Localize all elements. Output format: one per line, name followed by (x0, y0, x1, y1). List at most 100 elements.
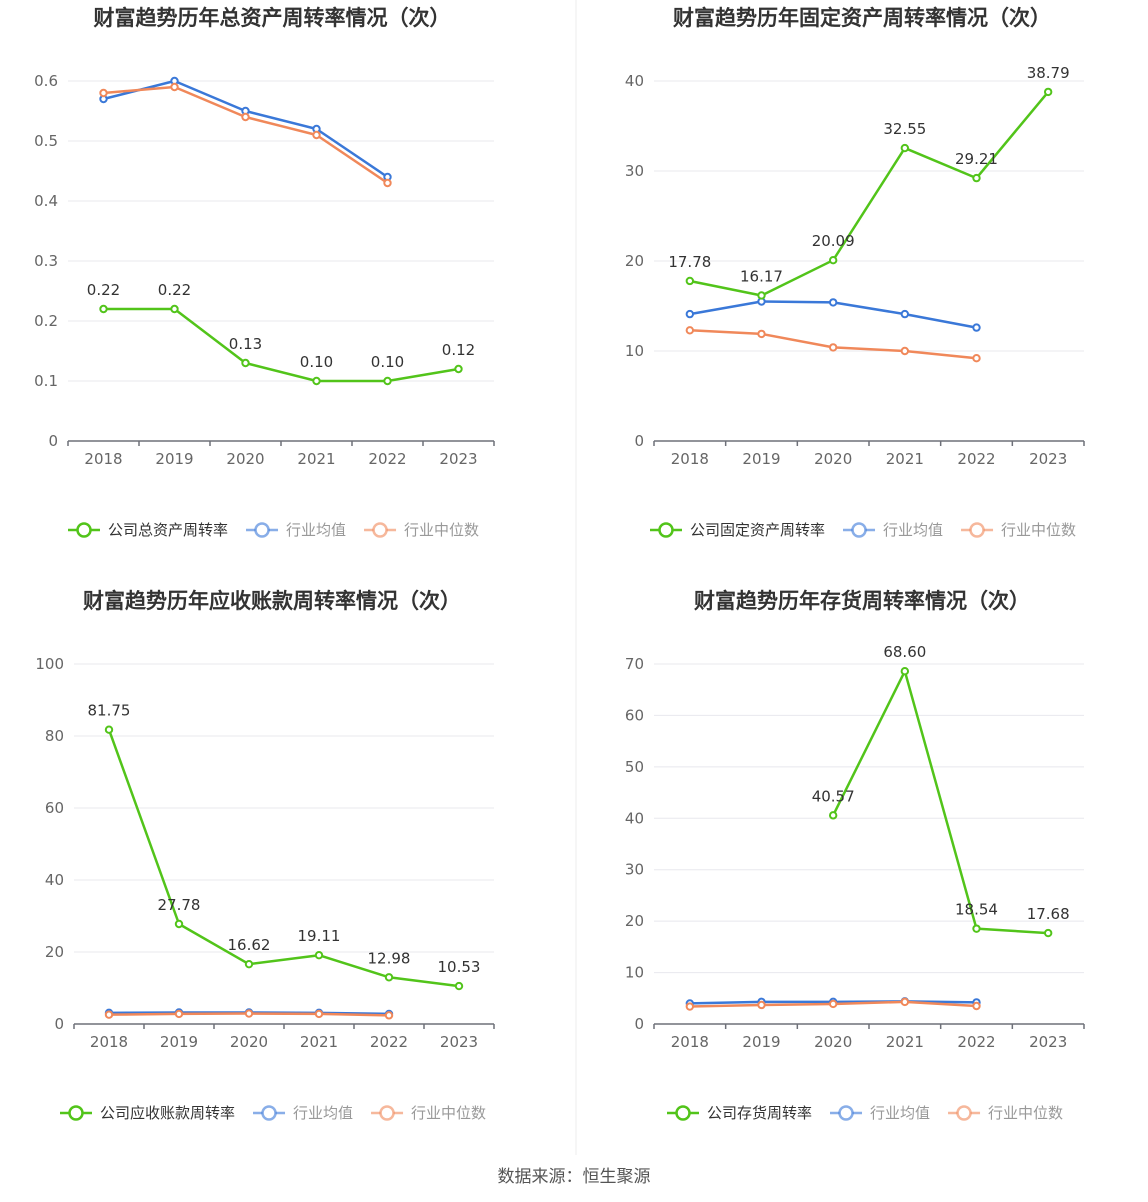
data-label: 16.62 (228, 936, 271, 954)
legend-marker-icon (675, 1105, 691, 1121)
data-point[interactable] (1043, 87, 1053, 97)
series-company: 17.78 16.17 20.09 32.55 29.21 38.79 (668, 64, 1070, 300)
x-tick-label: 2023 (1029, 1033, 1067, 1051)
data-label: 10.53 (438, 958, 481, 976)
legend-item-industry_median[interactable]: 行业中位数 (948, 1104, 1063, 1122)
x-tick-label: 2020 (230, 1033, 268, 1051)
data-point[interactable] (685, 1002, 695, 1011)
data-point[interactable] (972, 173, 981, 183)
data-point[interactable] (900, 309, 910, 319)
data-point[interactable] (174, 1009, 184, 1019)
data-point[interactable] (170, 304, 179, 314)
data-point[interactable] (757, 329, 766, 339)
data-point[interactable] (1043, 928, 1053, 938)
data-point[interactable] (454, 364, 463, 374)
legend-item-industry_median[interactable]: 行业中位数 (961, 521, 1076, 539)
data-point[interactable] (828, 255, 838, 265)
legend-item-company[interactable]: 公司固定资产周转率 (650, 521, 825, 539)
series-industry_median (685, 326, 981, 363)
legend-item-company[interactable]: 公司总资产周转率 (68, 521, 228, 539)
x-tick-label: 2023 (1029, 450, 1067, 468)
data-label: 32.55 (883, 120, 926, 138)
y-tick-label: 30 (625, 162, 644, 180)
data-point[interactable] (757, 1000, 766, 1010)
data-point[interactable] (99, 304, 108, 314)
y-tick-label: 30 (625, 861, 644, 879)
y-tick-label: 20 (625, 912, 644, 930)
data-point[interactable] (900, 667, 910, 676)
x-tick-label: 2022 (370, 1033, 408, 1051)
data-point[interactable] (828, 343, 838, 352)
series-line (103, 79, 389, 179)
data-point[interactable] (170, 82, 179, 92)
legend-item-industry_avg[interactable]: 行业均值 (830, 1104, 930, 1122)
data-point[interactable] (757, 291, 766, 300)
data-label: 0.10 (371, 353, 404, 371)
data-point[interactable] (383, 376, 392, 386)
data-point[interactable] (314, 951, 324, 960)
data-point[interactable] (244, 959, 254, 969)
legend-item-industry_avg[interactable]: 行业均值 (843, 521, 943, 539)
data-point[interactable] (685, 309, 695, 319)
data-point[interactable] (828, 811, 838, 820)
legend-label: 行业中位数 (411, 1104, 486, 1122)
x-tick-label: 2022 (957, 1033, 995, 1051)
legend-marker-icon (838, 1105, 854, 1121)
data-point[interactable] (241, 112, 250, 122)
y-tick-label: 0 (634, 1015, 644, 1033)
data-point[interactable] (972, 354, 981, 363)
data-point[interactable] (828, 298, 838, 307)
data-point[interactable] (383, 178, 392, 188)
data-point[interactable] (900, 143, 910, 153)
series-company: 0.22 0.22 0.13 0.10 0.10 0.12 (87, 281, 475, 386)
legend-label: 公司固定资产周转率 (690, 521, 825, 539)
legend-item-company[interactable]: 公司应收账款周转率 (60, 1104, 235, 1122)
legend-label: 行业均值 (883, 521, 943, 539)
data-point[interactable] (244, 1009, 254, 1018)
legend-item-industry_median[interactable]: 行业中位数 (371, 1104, 486, 1122)
chart-panel-2: 财富趋势历年固定资产周转率情况（次） 0 10 20 30 40 2018 2019 2020 2… (625, 6, 1085, 539)
data-point[interactable] (314, 1009, 324, 1019)
legend: 公司存货周转率 行业均值 行业中位数 (667, 1104, 1063, 1122)
data-label: 0.22 (87, 281, 120, 299)
legend: 公司总资产周转率 行业均值 行业中位数 (68, 521, 479, 539)
x-tick-label: 2022 (368, 450, 406, 468)
legend-label: 公司应收账款周转率 (100, 1104, 235, 1122)
data-point[interactable] (900, 346, 910, 356)
data-point[interactable] (454, 981, 464, 991)
data-point[interactable] (685, 326, 695, 335)
data-point[interactable] (828, 999, 838, 1009)
data-point[interactable] (174, 919, 184, 929)
data-point[interactable] (972, 1001, 981, 1011)
data-point[interactable] (972, 323, 981, 332)
data-point[interactable] (900, 997, 910, 1007)
y-tick-label: 10 (625, 964, 644, 982)
legend-item-industry_avg[interactable]: 行业均值 (253, 1104, 353, 1122)
data-point[interactable] (104, 725, 114, 734)
data-point[interactable] (104, 1010, 114, 1019)
y-tick-label: 80 (45, 727, 64, 745)
data-point[interactable] (99, 88, 108, 98)
legend: 公司固定资产周转率 行业均值 行业中位数 (650, 521, 1076, 539)
legend-label: 行业均值 (293, 1104, 353, 1122)
legend-item-industry_avg[interactable]: 行业均值 (246, 521, 346, 539)
data-label: 0.10 (300, 353, 333, 371)
legend-item-company[interactable]: 公司存货周转率 (667, 1104, 812, 1122)
legend-label: 公司存货周转率 (707, 1104, 812, 1122)
x-tick-label: 2018 (671, 1033, 709, 1051)
data-point[interactable] (384, 1011, 394, 1020)
data-point[interactable] (312, 376, 321, 386)
x-tick-label: 2019 (155, 450, 193, 468)
data-point[interactable] (312, 130, 321, 140)
data-point[interactable] (384, 973, 394, 982)
series-industry_avg (685, 297, 981, 332)
y-tick-label: 20 (45, 943, 64, 961)
data-point[interactable] (241, 358, 250, 368)
data-point[interactable] (972, 924, 981, 933)
data-point[interactable] (685, 276, 695, 286)
y-tick-label: 0.2 (34, 312, 58, 330)
data-label: 16.17 (740, 267, 783, 285)
series-industry_avg (99, 76, 392, 182)
legend-item-industry_median[interactable]: 行业中位数 (364, 521, 479, 539)
legend-label: 行业中位数 (988, 1104, 1063, 1122)
